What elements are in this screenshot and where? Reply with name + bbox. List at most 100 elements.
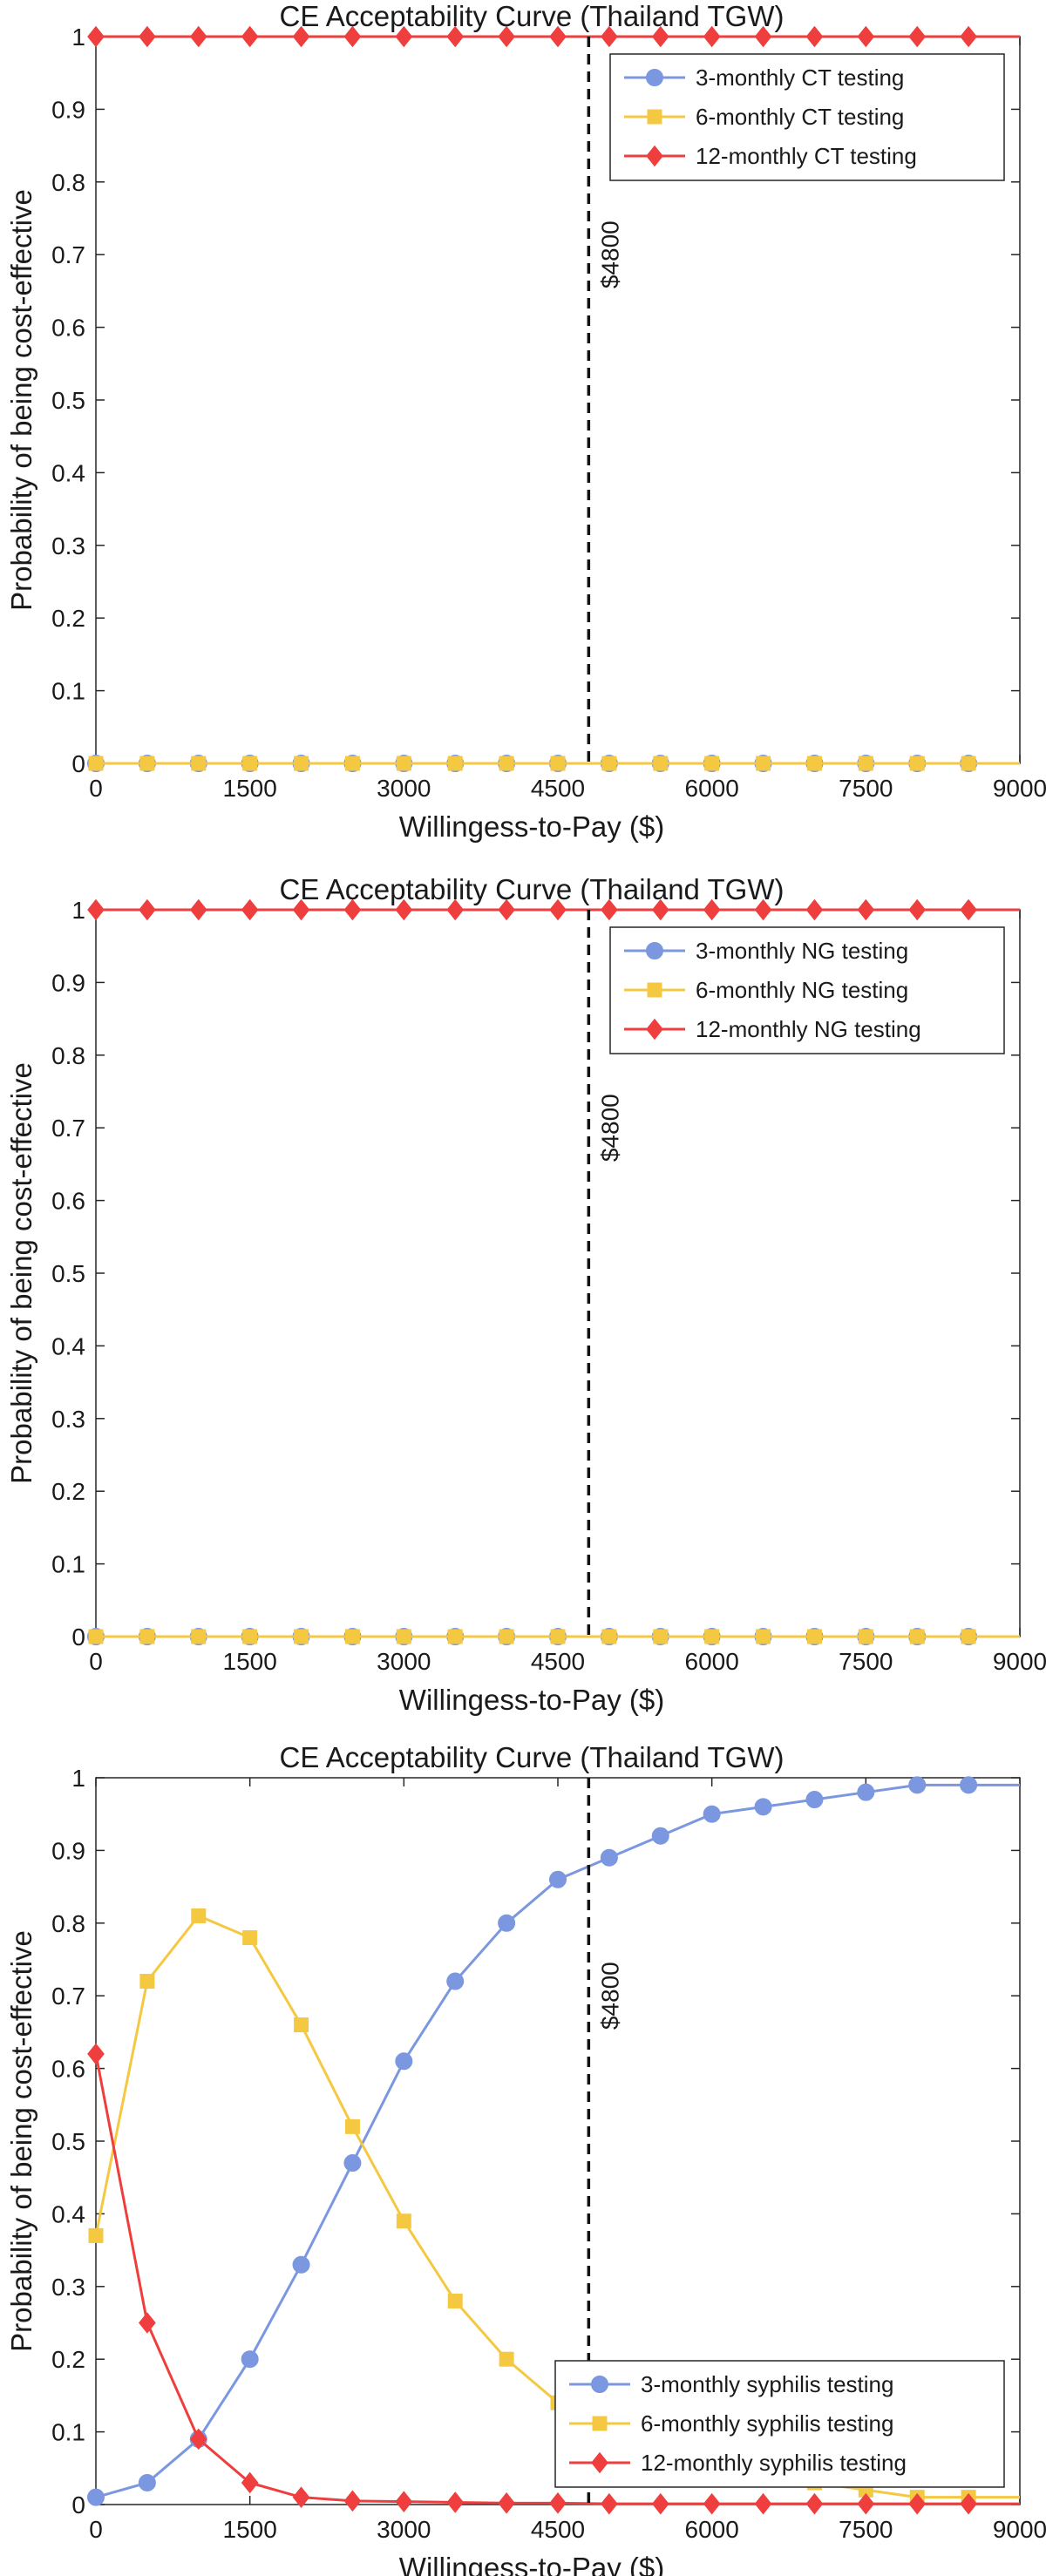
data-point xyxy=(601,756,617,771)
data-point xyxy=(446,25,465,48)
data-point xyxy=(139,756,155,771)
data-point xyxy=(703,898,721,921)
y-tick-label: 1 xyxy=(71,897,85,924)
data-point xyxy=(498,1914,516,1932)
data-point xyxy=(601,1629,617,1644)
chart-panel-1: 0 0.1 0.2 0.3 0.4 0.5 0.6 0.7 0.8 0.9 1 0 1500 3000 45… xyxy=(5,0,1046,843)
data-point xyxy=(805,2492,824,2515)
data-point xyxy=(909,1629,925,1644)
data-point xyxy=(601,2492,618,2515)
data-point xyxy=(241,898,259,921)
data-point xyxy=(960,898,977,921)
data-point xyxy=(908,1776,927,1794)
x-tick-label: 6000 xyxy=(685,775,739,802)
legend-label: 6-monthly syphilis testing xyxy=(641,2410,893,2437)
series-2 xyxy=(88,1629,1020,1644)
data-point xyxy=(446,1972,465,1990)
y-axis-title: Probability of being cost-effective xyxy=(5,1062,37,1484)
data-point xyxy=(857,898,875,921)
x-tick-label: 4500 xyxy=(531,2516,585,2543)
data-point xyxy=(343,2154,362,2173)
data-point xyxy=(858,1629,873,1644)
data-point xyxy=(550,1629,566,1644)
y-tick-label: 0.8 xyxy=(51,1042,85,1069)
data-point xyxy=(292,2255,310,2274)
legend-marker xyxy=(646,145,663,167)
data-point xyxy=(292,898,310,921)
y-tick-label: 0.4 xyxy=(51,1332,85,1359)
data-point xyxy=(703,25,721,48)
legend: 3-monthly CT testing 6-monthly CT testing… xyxy=(609,53,1005,181)
y-tick-label: 0.7 xyxy=(51,241,85,268)
y-tick-label: 0 xyxy=(71,1624,85,1651)
y-tick-label: 0.1 xyxy=(51,678,85,705)
x-tick-label: 4500 xyxy=(531,775,585,802)
data-point xyxy=(498,2492,515,2514)
data-point xyxy=(396,1629,411,1644)
data-point xyxy=(651,2492,669,2515)
y-tick-label: 0.2 xyxy=(51,1478,85,1505)
data-point xyxy=(908,25,927,48)
data-point xyxy=(498,25,515,48)
data-point xyxy=(191,756,207,771)
data-point xyxy=(189,898,207,921)
data-point xyxy=(395,2491,413,2512)
data-point xyxy=(754,898,772,921)
y-tick-label: 0.3 xyxy=(51,2274,85,2301)
y-tick-label: 0.7 xyxy=(51,1115,85,1142)
data-point xyxy=(549,25,567,48)
x-tick-label: 1500 xyxy=(223,2516,277,2543)
chart-panel-2: 0 0.1 0.2 0.3 0.4 0.5 0.6 0.7 0.8 0.9 1 0 1500 3000 45… xyxy=(5,873,1046,1716)
series-2 xyxy=(88,756,1020,771)
series-3 xyxy=(87,2043,1020,2515)
x-tick-label: 3000 xyxy=(377,1648,431,1675)
legend-label: 6-monthly NG testing xyxy=(696,977,908,1003)
data-point xyxy=(447,756,463,771)
legend-label: 6-monthly CT testing xyxy=(696,104,904,130)
x-tick-label: 0 xyxy=(89,2516,103,2543)
y-tick-label: 0.6 xyxy=(51,1188,85,1215)
y-tick-label: 0.8 xyxy=(51,1910,85,1937)
legend-marker xyxy=(591,2376,608,2393)
data-point xyxy=(857,25,875,48)
data-point xyxy=(241,25,259,48)
x-tick-label: 6000 xyxy=(685,1648,739,1675)
data-point xyxy=(87,25,105,48)
series-3 xyxy=(87,25,1020,48)
data-point xyxy=(805,1791,824,1809)
data-point xyxy=(806,1629,822,1644)
threshold-label: $4800 xyxy=(596,220,623,288)
data-point xyxy=(961,1629,976,1644)
data-point xyxy=(139,898,156,921)
legend-marker xyxy=(591,2451,608,2474)
y-axis-title: Probability of being cost-effective xyxy=(5,189,37,611)
data-point xyxy=(549,898,567,921)
x-tick-label: 0 xyxy=(89,775,103,802)
data-point xyxy=(754,25,772,48)
data-point xyxy=(139,1974,155,1990)
legend-marker xyxy=(646,942,663,959)
legend-label: 12-monthly NG testing xyxy=(696,1016,921,1042)
data-point xyxy=(704,1629,720,1644)
x-axis-title: Willingess-to-Pay ($) xyxy=(399,810,664,843)
legend-label: 3-monthly CT testing xyxy=(696,64,904,91)
data-point xyxy=(87,2488,105,2506)
data-point xyxy=(756,756,771,771)
y-tick-label: 1 xyxy=(71,1765,85,1792)
x-tick-label: 7500 xyxy=(839,775,893,802)
data-point xyxy=(343,898,362,921)
data-point xyxy=(344,1629,360,1644)
x-tick-label: 1500 xyxy=(223,775,277,802)
data-point xyxy=(344,756,360,771)
x-tick-label: 6000 xyxy=(685,2516,739,2543)
data-point xyxy=(446,898,465,921)
y-tick-label: 1 xyxy=(71,24,85,51)
data-point xyxy=(703,1805,721,1823)
chart-title: CE Acceptability Curve (Thailand TGW) xyxy=(280,1741,784,1773)
y-tick-label: 0.6 xyxy=(51,315,85,342)
y-tick-label: 0.6 xyxy=(51,2056,85,2083)
data-point xyxy=(908,2492,927,2515)
data-point xyxy=(344,2118,360,2134)
data-point xyxy=(294,756,309,771)
